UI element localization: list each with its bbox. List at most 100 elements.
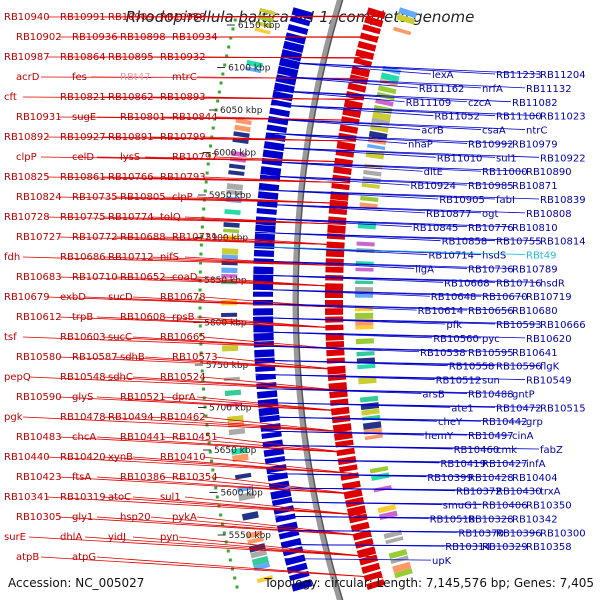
scale-dot xyxy=(228,558,232,562)
leader-line-right xyxy=(257,203,526,214)
reverse-gene-arrow xyxy=(284,554,306,566)
reverse-gene-arrow xyxy=(254,349,275,358)
gene-label-right: RB10596 xyxy=(496,362,542,373)
gene-label-left: atpG xyxy=(72,552,96,563)
gene-label-left: RB10892 xyxy=(4,132,50,143)
forward-gene-arrow xyxy=(356,546,377,559)
leader-line-left xyxy=(196,76,369,80)
leader-line-right xyxy=(259,416,526,422)
leader-line-right xyxy=(265,132,512,144)
leader-line-right xyxy=(268,118,526,130)
gene-label-left: RB10909 xyxy=(108,12,154,23)
cog-box-forward xyxy=(355,267,374,272)
leader-line-right xyxy=(273,90,512,103)
leader-line-left xyxy=(40,556,383,578)
gene-label-left: RB10652 xyxy=(120,272,166,283)
gene-label-left: yidJ xyxy=(108,532,126,543)
gene-label-left: xynB xyxy=(108,452,133,463)
scale-dot xyxy=(219,81,223,85)
leader-line-right xyxy=(253,288,526,297)
scale-dot xyxy=(223,63,227,67)
gene-label-right: RB10419 xyxy=(440,459,486,470)
gene-label-right: RB10372 xyxy=(456,487,502,498)
gene-label-left: RB10793 xyxy=(160,172,206,183)
forward-gene-arrow xyxy=(354,538,374,549)
cog-box-forward xyxy=(355,293,374,298)
scale-tick-label: 6150 kbp xyxy=(238,21,281,31)
reverse-gene-arrow xyxy=(277,65,299,78)
gene-label-left: RB10678 xyxy=(160,292,206,303)
scale-dot xyxy=(233,576,237,580)
gene-label-right: RB10755 xyxy=(496,237,542,248)
backbone-edge xyxy=(297,0,344,600)
forward-gene-arrow xyxy=(339,464,358,473)
scale-dot xyxy=(226,549,230,553)
gene-label-left: RB10958 xyxy=(160,12,206,23)
leader-line-right xyxy=(270,104,540,117)
gene-label-left: RB10524 xyxy=(160,372,206,383)
cog-box-forward xyxy=(355,325,374,330)
leader-line-left xyxy=(196,196,348,205)
reverse-gene-arrow xyxy=(289,15,311,27)
gene-label-left: RB10728 xyxy=(4,212,50,223)
gene-label-left: RB10940 xyxy=(4,12,50,23)
gene-label-right: lexA xyxy=(432,70,454,81)
gene-label-left: RB10483 xyxy=(16,432,62,443)
gene-label-right: RB10985 xyxy=(468,181,514,192)
leader-line-left xyxy=(196,396,350,413)
gene-label-left: acrD xyxy=(16,72,40,83)
cog-box-forward xyxy=(363,169,382,177)
forward-gene-arrow xyxy=(363,570,383,582)
cog-box-reverse xyxy=(230,150,247,158)
gene-label-right: RB11109 xyxy=(406,98,452,109)
reverse-gene-arrow xyxy=(267,116,289,126)
gene-label-right: RB10560 xyxy=(433,334,479,345)
leader-line-left xyxy=(196,276,344,288)
leader-line-right xyxy=(258,189,540,200)
gene-label-right: RB10614 xyxy=(418,306,464,317)
cog-box-reverse xyxy=(226,183,244,191)
gene-label-left: RB10934 xyxy=(172,32,218,43)
scale-dot xyxy=(211,468,215,472)
gene-label-left: RB10494 xyxy=(108,412,154,423)
scale-dot xyxy=(203,189,207,193)
gene-label-right: RBt49 xyxy=(526,251,556,262)
gene-label-right: RB10593 xyxy=(496,320,542,331)
gene-label-left: gly1 xyxy=(72,512,93,523)
scale-dot xyxy=(207,441,211,445)
gene-label-left: RB10936 xyxy=(72,32,118,43)
leader-line-left xyxy=(202,56,374,59)
cog-box-forward xyxy=(359,202,378,209)
scale-dot xyxy=(198,324,202,328)
cog-box-reverse xyxy=(228,427,246,436)
leader-line-right xyxy=(284,558,432,561)
forward-gene-arrow xyxy=(328,382,348,392)
scale-dot xyxy=(198,297,202,301)
gene-label-right: dltE xyxy=(424,167,443,178)
gene-label-left: atpB xyxy=(16,552,39,563)
gene-label-left: sugE xyxy=(72,112,96,123)
scale-dot xyxy=(207,153,211,157)
scale-tick-label: 6050 kbp xyxy=(220,106,263,116)
leader-line-right xyxy=(253,274,540,283)
cog-box-forward xyxy=(396,13,416,25)
gene-label-right: ogt xyxy=(482,209,498,220)
gene-label-left: glyS xyxy=(72,392,93,403)
reverse-gene-arrow xyxy=(273,82,295,94)
gene-label-right: RB11010 xyxy=(437,153,483,164)
scale-tick-label: 5550 kbp xyxy=(229,531,272,541)
scale-dot xyxy=(211,126,215,130)
cog-box-forward xyxy=(356,241,375,247)
gene-label-left: sul1 xyxy=(160,492,181,503)
leader-line-right xyxy=(255,232,540,242)
gene-label-left: RB10772 xyxy=(72,232,118,243)
cog-box-forward xyxy=(375,98,394,107)
forward-gene-arrow xyxy=(345,497,365,508)
gene-label-left: RB10766 xyxy=(108,172,154,183)
scale-dot xyxy=(220,522,224,526)
cog-box-reverse xyxy=(255,20,273,29)
gene-label-right: nrfA xyxy=(482,84,503,95)
cog-box-forward xyxy=(355,280,374,285)
leader-line-left xyxy=(202,416,352,433)
cog-box-reverse xyxy=(224,209,241,216)
